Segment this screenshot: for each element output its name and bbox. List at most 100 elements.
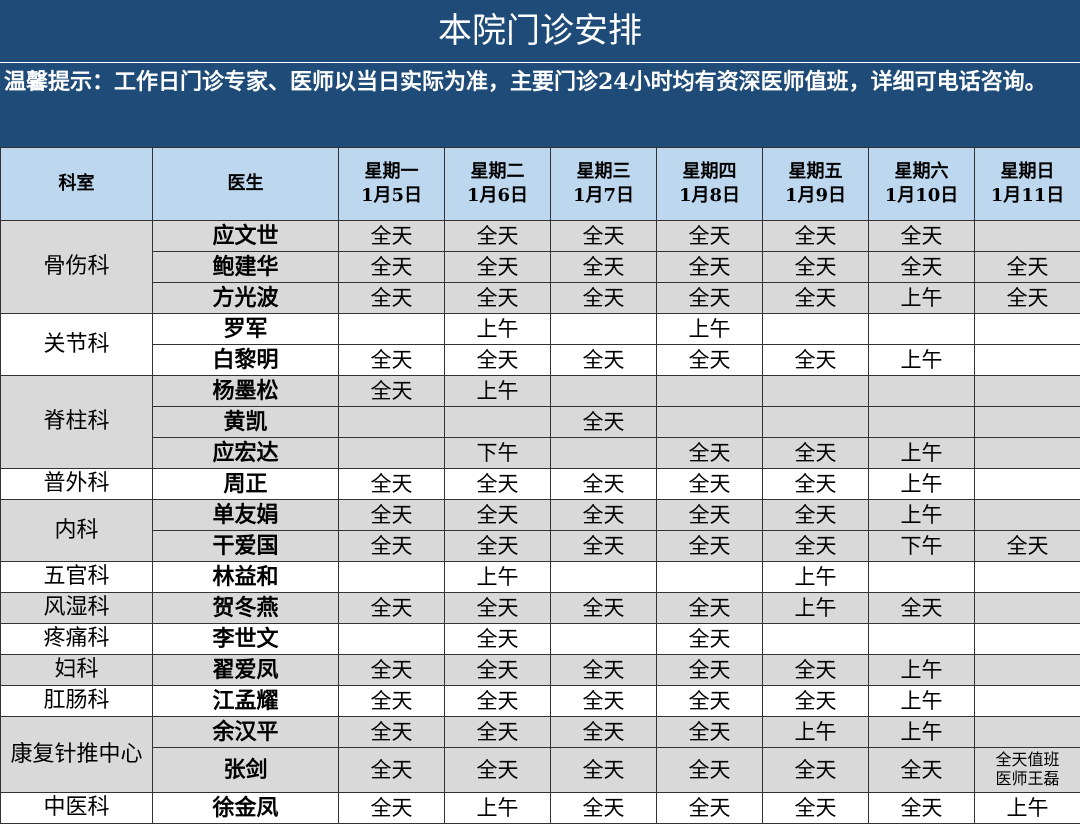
schedule-cell: 上午 bbox=[762, 561, 869, 593]
schedule-cell: 全天 bbox=[444, 344, 551, 376]
schedule-cell: 全天 bbox=[868, 792, 975, 824]
schedule-cell: 全天 bbox=[868, 251, 975, 283]
weekday: 星期四 bbox=[682, 161, 737, 182]
department: 疼痛科 bbox=[0, 623, 153, 655]
schedule-cell: 上午 bbox=[444, 561, 551, 593]
doctor-name: 周正 bbox=[152, 468, 339, 500]
doctor-row: 白黎明 全天 全天 全天 全天 全天 上午 bbox=[1, 344, 1080, 376]
schedule-cell: 全天 bbox=[656, 747, 763, 793]
schedule-cell: 上午 bbox=[444, 313, 551, 345]
schedule-cell: 全天 bbox=[550, 282, 657, 314]
schedule-cell: 全天 bbox=[338, 282, 445, 314]
doctor-row: 康复针推中心 余汉平 全天 全天 全天 全天 上午 上午 bbox=[0, 716, 1080, 793]
schedule-cell: 全天 bbox=[762, 685, 869, 717]
weekday: 星期二 bbox=[470, 161, 525, 182]
day-header: 星期二 1月6日 bbox=[444, 147, 551, 221]
schedule-cell bbox=[868, 623, 975, 655]
doctor-name: 白黎明 bbox=[152, 344, 339, 376]
schedule-cell: 全天 bbox=[550, 592, 657, 624]
header-cell: 医生 bbox=[152, 147, 339, 221]
date: 1月10日 bbox=[884, 185, 959, 206]
doctor-name: 方光波 bbox=[152, 282, 339, 314]
schedule-cell: 全天 bbox=[338, 468, 445, 500]
doctor-row: 脊柱科 杨墨松 全天 上午 bbox=[0, 375, 1080, 469]
table-body: 骨伤科 应文世 全天 全天 全天 全天 全天 全天 鲍建华 全天 全天 全天 全天 全天 全天 全天 方光波 全天… bbox=[0, 220, 1080, 824]
department: 康复针推中心 bbox=[0, 716, 153, 793]
schedule-cell: 全天 bbox=[656, 251, 763, 283]
schedule-cell: 上午 bbox=[444, 375, 551, 407]
day-header: 星期一 1月5日 bbox=[338, 147, 445, 221]
schedule-cell: 全天 bbox=[444, 530, 551, 562]
day-header: 星期三 1月7日 bbox=[550, 147, 657, 221]
schedule-cell: 全天 bbox=[762, 499, 869, 531]
schedule-cell: 上午 bbox=[868, 344, 975, 376]
doctor-name: 罗军 bbox=[152, 313, 339, 345]
schedule-cell bbox=[338, 623, 445, 655]
doctor-name: 干爱国 bbox=[152, 530, 339, 562]
header-row: 科室 医生 星期一 1月5日 星期二 1月6日 星期三 1月7日 星期四 1月8日 星期五 1月9… bbox=[0, 147, 1080, 221]
schedule-cell: 上午 bbox=[444, 792, 551, 824]
schedule-cell: 全天 bbox=[656, 592, 763, 624]
schedule-cell bbox=[974, 468, 1080, 500]
date: 1月9日 bbox=[784, 185, 847, 206]
schedule-cell: 全天 bbox=[338, 716, 445, 748]
day-header: 星期日 1月11日 bbox=[974, 147, 1080, 221]
department: 五官科 bbox=[0, 561, 153, 593]
schedule-cell bbox=[868, 313, 975, 345]
schedule-cell: 上午 bbox=[868, 468, 975, 500]
schedule-cell bbox=[974, 561, 1080, 593]
schedule-cell: 全天 bbox=[656, 468, 763, 500]
schedule-cell: 全天 bbox=[550, 792, 657, 824]
schedule-cell: 上午 bbox=[762, 716, 869, 748]
schedule-cell: 全天 bbox=[444, 685, 551, 717]
schedule-cell bbox=[338, 313, 445, 345]
schedule-cell: 上午 bbox=[868, 437, 975, 469]
schedule-cell: 全天 bbox=[338, 685, 445, 717]
doctor-name: 徐金凤 bbox=[152, 792, 339, 824]
schedule-cell bbox=[762, 375, 869, 407]
schedule-cell: 全天 bbox=[444, 747, 551, 793]
schedule-cell: 全天 bbox=[868, 592, 975, 624]
schedule-cell: 全天 bbox=[656, 437, 763, 469]
schedule-cell: 全天 bbox=[338, 220, 445, 252]
schedule-cell bbox=[868, 375, 975, 407]
schedule-cell: 上午 bbox=[762, 592, 869, 624]
schedule-cell: 全天 bbox=[338, 654, 445, 686]
schedule-cell: 上午 bbox=[974, 792, 1080, 824]
doctor-name: 张剑 bbox=[152, 747, 339, 793]
doctor-row: 关节科 罗军 上午 上午 bbox=[0, 313, 1080, 376]
schedule-cell: 上午 bbox=[868, 685, 975, 717]
schedule-cell bbox=[550, 561, 657, 593]
schedule-cell bbox=[974, 654, 1080, 686]
schedule-cell bbox=[762, 313, 869, 345]
schedule-cell: 下午 bbox=[444, 437, 551, 469]
schedule-cell: 全天 bbox=[444, 251, 551, 283]
schedule-cell: 上午 bbox=[868, 499, 975, 531]
schedule-cell: 上午 bbox=[656, 313, 763, 345]
schedule-cell: 全天 bbox=[974, 530, 1080, 562]
schedule-cell: 全天 bbox=[762, 747, 869, 793]
schedule-cell: 全天 bbox=[762, 468, 869, 500]
department: 骨伤科 bbox=[0, 220, 153, 314]
schedule-cell bbox=[974, 623, 1080, 655]
schedule-cell: 全天 bbox=[656, 220, 763, 252]
schedule-cell: 全天 bbox=[656, 344, 763, 376]
schedule-cell: 全天 bbox=[444, 592, 551, 624]
schedule-cell: 全天 bbox=[868, 747, 975, 793]
schedule-cell bbox=[656, 375, 763, 407]
doctor-row: 方光波 全天 全天 全天 全天 全天 上午 全天 bbox=[0, 282, 1080, 314]
schedule-cell: 全天 bbox=[550, 344, 657, 376]
schedule-cell: 全天 bbox=[974, 251, 1080, 283]
department: 脊柱科 bbox=[0, 375, 153, 469]
schedule-cell: 全天 bbox=[444, 716, 551, 748]
schedule-cell bbox=[338, 437, 445, 469]
page-title: 本院门诊安排 bbox=[0, 0, 1080, 63]
doctor-row: 应宏达 下午 全天 全天 上午 bbox=[0, 437, 1080, 469]
doctor-row: 风湿科 贺冬燕 全天 全天 全天 全天 上午 全天 bbox=[0, 592, 1080, 624]
schedule-cell bbox=[974, 685, 1080, 717]
schedule-cell: 全天 bbox=[550, 220, 657, 252]
schedule-cell bbox=[338, 406, 445, 438]
schedule-cell bbox=[550, 313, 657, 345]
schedule-cell: 全天 bbox=[762, 437, 869, 469]
